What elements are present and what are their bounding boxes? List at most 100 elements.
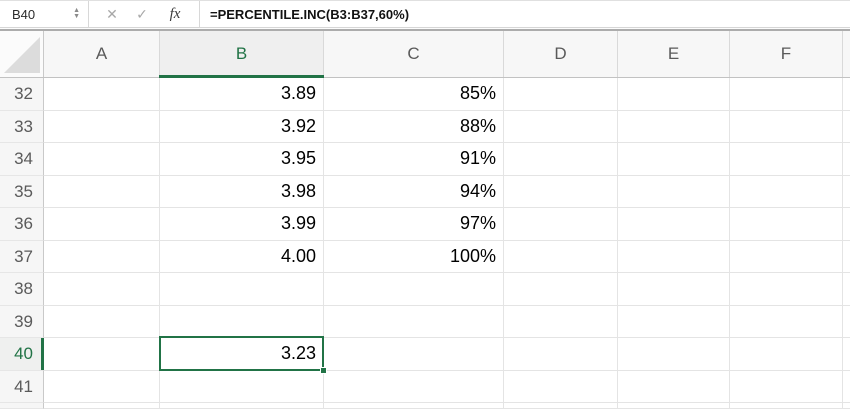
cell-A35[interactable] [44,175,160,208]
stepper-up-icon[interactable]: ▲ [73,7,80,14]
cell-reference-stepper[interactable]: ▲ ▼ [73,7,80,20]
table-row-partial [0,403,850,409]
cell-partial[interactable] [324,403,504,409]
cell-A34[interactable] [44,143,160,176]
cell-A40[interactable] [44,338,160,371]
name-box[interactable]: B40 ▲ ▼ [0,1,88,27]
cell-A37[interactable] [44,240,160,273]
cell-partial[interactable] [730,403,843,409]
cell-C37[interactable]: 100% [324,240,504,273]
formula-bar: B40 ▲ ▼ ✕ ✓ fx =PERCENTILE.INC(B3:B37,60… [0,0,850,28]
cell-E38[interactable] [618,273,730,306]
cell-C32[interactable]: 85% [324,78,504,111]
cell-B40-active[interactable]: 3.23 [159,336,327,374]
row-header-34[interactable]: 34 [0,143,44,176]
select-all-corner[interactable] [0,31,44,77]
column-header-D[interactable]: D [504,31,618,77]
cell-C41[interactable] [324,370,504,403]
row-filler [843,110,850,143]
cancel-icon[interactable]: ✕ [106,5,118,22]
row-header-partial[interactable] [0,403,44,409]
cell-E41[interactable] [618,370,730,403]
cell-C38[interactable] [324,273,504,306]
cell-E39[interactable] [618,305,730,338]
cell-B33[interactable]: 3.92 [160,110,324,143]
column-header-B[interactable]: B [159,31,324,78]
formula-input[interactable]: =PERCENTILE.INC(B3:B37,60%) [210,6,410,22]
cell-F36[interactable] [730,208,843,241]
cell-D36[interactable] [504,208,618,241]
column-header-E[interactable]: E [618,31,730,77]
cell-B36[interactable]: 3.99 [160,208,324,241]
cell-A32[interactable] [44,78,160,111]
cell-D34[interactable] [504,143,618,176]
cell-partial[interactable] [504,403,618,409]
cell-D40[interactable] [504,338,618,371]
cell-E33[interactable] [618,110,730,143]
row-header-38[interactable]: 38 [0,273,44,306]
cell-A39[interactable] [44,305,160,338]
cell-E35[interactable] [618,175,730,208]
cell-B37[interactable]: 4.00 [160,240,324,273]
column-header-C[interactable]: C [324,31,504,77]
row-header-41[interactable]: 41 [0,370,44,403]
cell-D33[interactable] [504,110,618,143]
cell-C35[interactable]: 94% [324,175,504,208]
cell-D38[interactable] [504,273,618,306]
row-header-36[interactable]: 36 [0,208,44,241]
cell-E32[interactable] [618,78,730,111]
row-header-32[interactable]: 32 [0,78,44,111]
cell-F38[interactable] [730,273,843,306]
cell-F37[interactable] [730,240,843,273]
cell-B32[interactable]: 3.89 [160,78,324,111]
row-filler [843,338,850,371]
stepper-down-icon[interactable]: ▼ [73,13,80,20]
row-filler [843,208,850,241]
cell-F41[interactable] [730,370,843,403]
row-header-33[interactable]: 33 [0,110,44,143]
cell-D32[interactable] [504,78,618,111]
row-header-35[interactable]: 35 [0,175,44,208]
cell-E34[interactable] [618,143,730,176]
cell-D41[interactable] [504,370,618,403]
cell-F35[interactable] [730,175,843,208]
cell-E36[interactable] [618,208,730,241]
cell-B38[interactable] [160,273,324,306]
cell-B35[interactable]: 3.98 [160,175,324,208]
column-header-A[interactable]: A [44,31,160,77]
cell-D35[interactable] [504,175,618,208]
cell-F40[interactable] [730,338,843,371]
cell-E37[interactable] [618,240,730,273]
row-header-39[interactable]: 39 [0,305,44,338]
cell-A36[interactable] [44,208,160,241]
cell-C40[interactable] [324,338,504,371]
confirm-icon[interactable]: ✓ [136,5,148,22]
fill-handle[interactable] [320,366,327,374]
row-header-37[interactable]: 37 [0,240,44,273]
cell-C39[interactable] [324,305,504,338]
row-header-40[interactable]: 40 [0,338,44,371]
cell-partial[interactable] [618,403,730,409]
cell-partial[interactable] [160,403,324,409]
row-filler [843,403,850,409]
cell-E40[interactable] [618,338,730,371]
cell-partial[interactable] [44,403,160,409]
cell-A33[interactable] [44,110,160,143]
cell-A41[interactable] [44,370,160,403]
cell-F33[interactable] [730,110,843,143]
cell-F32[interactable] [730,78,843,111]
cell-C33[interactable]: 88% [324,110,504,143]
table-row-37: 37 4.00 100% [0,240,850,273]
insert-function-icon[interactable]: fx [169,5,181,22]
cell-F34[interactable] [730,143,843,176]
column-header-F[interactable]: F [730,31,843,77]
cell-B39[interactable] [160,305,324,338]
cell-B41[interactable] [160,370,324,403]
cell-C36[interactable]: 97% [324,208,504,241]
cell-A38[interactable] [44,273,160,306]
cell-F39[interactable] [730,305,843,338]
cell-D37[interactable] [504,240,618,273]
cell-C34[interactable]: 91% [324,143,504,176]
cell-B34[interactable]: 3.95 [160,143,324,176]
cell-D39[interactable] [504,305,618,338]
